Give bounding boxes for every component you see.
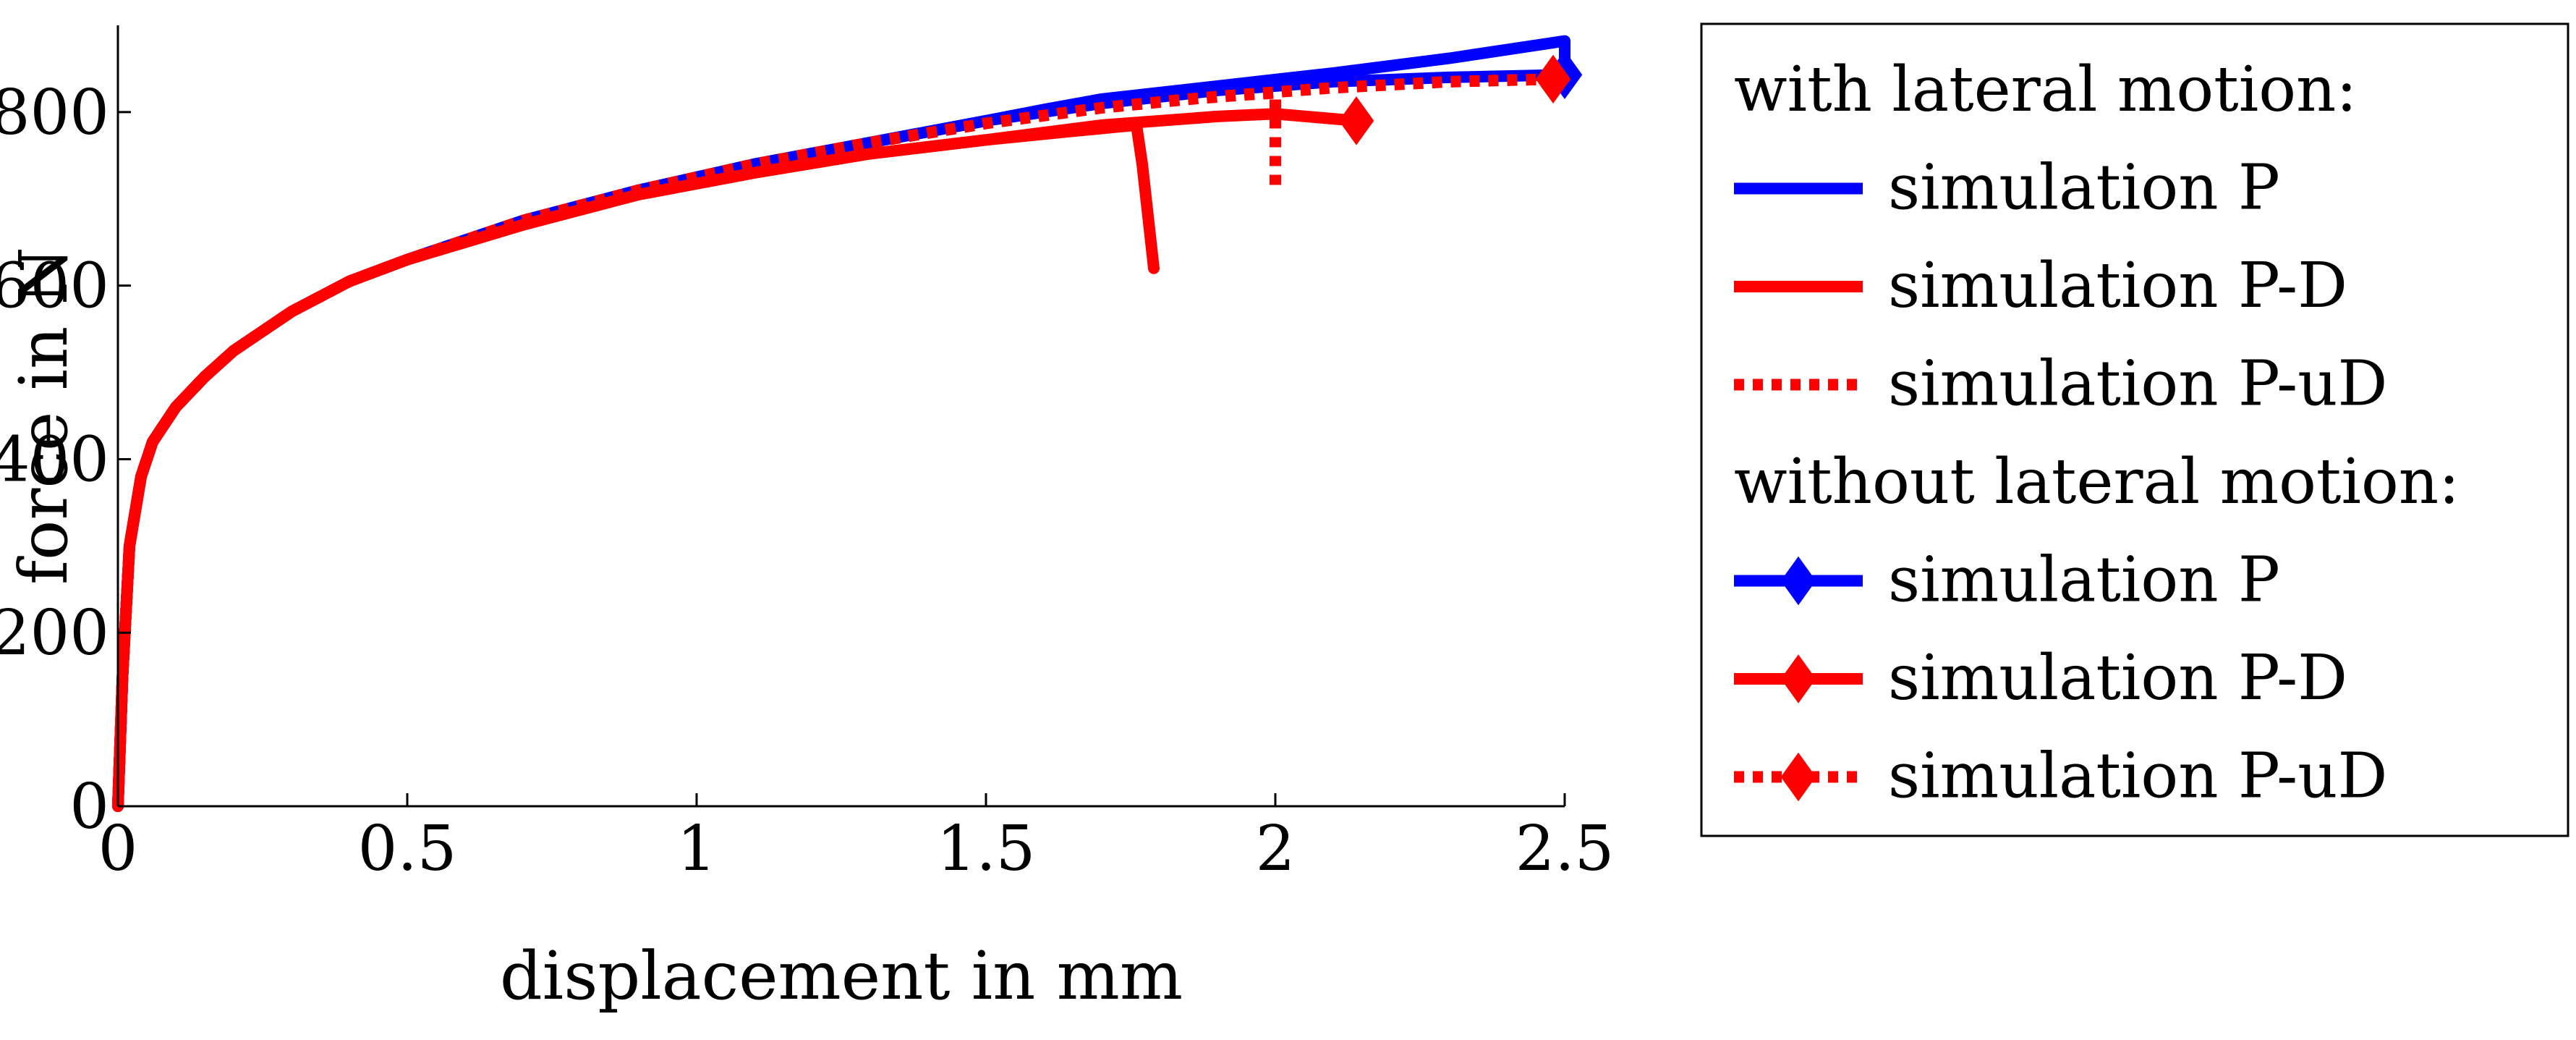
series-marker-simulation-p-ud	[1535, 54, 1571, 104]
legend: with lateral motion: simulation P simulati…	[1700, 22, 2569, 837]
x-ticks: 0 0.5 1 1.5 2 2.5	[98, 793, 1615, 885]
y-tick-label: 800	[0, 77, 109, 149]
x-tick-label: 0.5	[358, 813, 457, 885]
legend-items: with lateral motion: simulation P simulati…	[1734, 54, 2460, 813]
x-tick-label: 2	[1256, 813, 1296, 885]
legend-box	[1700, 22, 2569, 837]
y-tick-label: 600	[0, 250, 109, 323]
y-axis-label: force in N	[5, 247, 82, 585]
y-tick-label: 0	[69, 771, 109, 843]
legend-label: simulation P	[1888, 544, 2280, 617]
legend-label: simulation P	[1888, 152, 2280, 224]
legend-marker-simulation-p	[1780, 556, 1816, 606]
series-layer	[112, 35, 1570, 812]
legend-label: simulation P-uD	[1888, 740, 2387, 813]
x-axis-label: displacement in mm	[500, 937, 1183, 1015]
y-ticks: 0 200 400 600 800	[0, 77, 131, 843]
legend-marker-simulation-p-ud	[1780, 752, 1816, 802]
legend-label: simulation P-D	[1888, 642, 2347, 714]
legend-marker-simulation-p-d	[1780, 654, 1816, 703]
x-tick-label: 0	[98, 813, 138, 885]
x-tick-label: 1.5	[937, 813, 1036, 885]
x-tick-label: 2.5	[1516, 813, 1615, 885]
plot-area: 0 0.5 1 1.5 2 2.5 0 200 400 600 800	[0, 25, 1614, 885]
x-tick-label: 1	[677, 813, 717, 885]
marker-layer	[1338, 50, 1583, 145]
y-tick-label: 200	[0, 597, 109, 669]
legend-label: simulation P-D	[1888, 250, 2347, 322]
legend-heading: without lateral motion:	[1734, 446, 2460, 518]
series-marker-simulation-p-d	[1338, 96, 1374, 145]
series-line-with-lateral-motion-simulation-p-d	[112, 119, 1160, 812]
y-tick-label: 400	[0, 423, 109, 496]
legend-label: simulation P-uD	[1888, 348, 2387, 420]
legend-heading: with lateral motion:	[1734, 54, 2357, 126]
